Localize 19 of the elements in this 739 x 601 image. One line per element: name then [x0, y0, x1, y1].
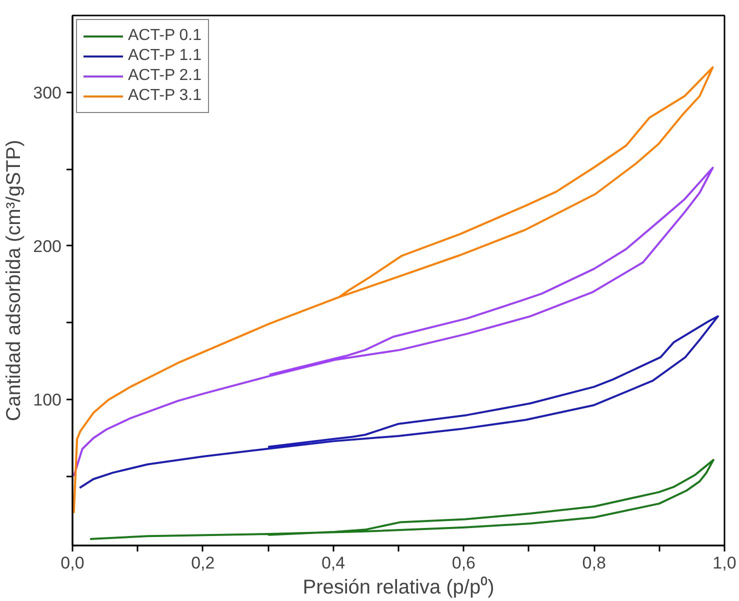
legend-label: ACT-P 3.1 — [128, 87, 202, 105]
legend-label: ACT-P 2.1 — [128, 67, 202, 85]
x-tick-label: 0,4 — [321, 554, 346, 572]
x-tick-label: 0,2 — [191, 554, 215, 572]
line-series — [78, 315, 719, 489]
legend-label: ACT-P 0.1 — [128, 27, 202, 45]
x-tick-label: 0,8 — [582, 554, 606, 572]
x-tick-label: 1,0 — [712, 554, 736, 572]
line-series — [72, 166, 714, 478]
x-axis-title: Presión relativa (p/p⁰) — [302, 576, 494, 598]
x-tick-label: 0,6 — [452, 554, 476, 572]
line-series — [89, 458, 714, 540]
line-series — [72, 66, 714, 514]
y-tick-label: 300 — [33, 83, 62, 102]
y-tick-label: 100 — [33, 390, 62, 410]
y-axis-title: Cantidad adsorbida (cm³/gSTP) — [3, 140, 26, 422]
y-tick-label: 200 — [33, 236, 62, 256]
x-tick-label: 0,0 — [60, 554, 84, 572]
legend-label: ACT-P 1.1 — [128, 47, 202, 65]
